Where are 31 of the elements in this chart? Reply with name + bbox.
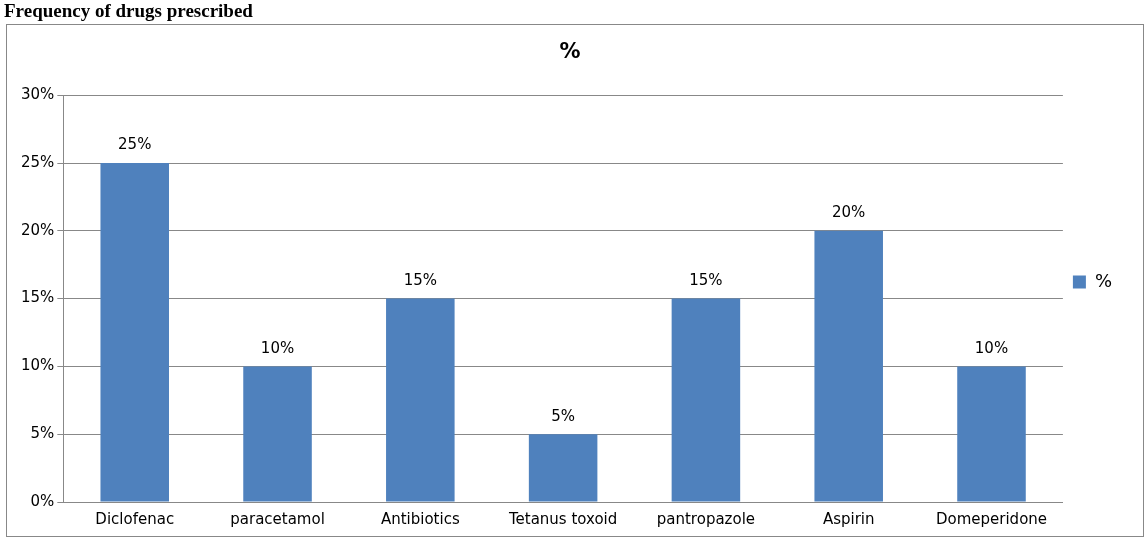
x-tick-label: Aspirin	[822, 509, 875, 528]
bar	[957, 366, 1026, 502]
text: Frequency of drugs prescribed	[4, 0, 253, 22]
bar	[814, 230, 883, 502]
chart-title: %	[559, 39, 581, 64]
text: 25%	[118, 135, 152, 154]
text: 15%	[403, 270, 437, 289]
x-tick-label: Tetanus toxoid	[507, 509, 618, 528]
text: 10%	[260, 338, 295, 357]
text: 20%	[832, 203, 866, 222]
y-tick-label: 15%	[21, 288, 55, 307]
bar	[386, 298, 455, 502]
x-tick-label: pantropazole	[656, 509, 756, 528]
bar	[528, 434, 598, 502]
y-tick-label: 30%	[21, 85, 55, 104]
bar	[100, 163, 170, 502]
text: 5%	[551, 406, 576, 425]
x-tick-label: Diclofenac	[95, 509, 175, 528]
bar	[671, 298, 741, 502]
y-tick-label: 10%	[21, 356, 55, 375]
x-tick-label: paracetamol	[230, 509, 325, 528]
x-tick-label: Domeperidone	[935, 509, 1048, 528]
y-tick-label: 0%	[30, 491, 55, 510]
text: 15%	[689, 270, 723, 289]
y-tick-label: 25%	[21, 152, 55, 171]
bar	[243, 366, 312, 502]
x-tick-label: Antibiotics	[380, 509, 460, 528]
legend-label: %	[1094, 269, 1113, 291]
text: 10%	[974, 338, 1009, 357]
y-tick-label: 20%	[21, 220, 55, 239]
y-tick-label: 5%	[30, 424, 55, 443]
